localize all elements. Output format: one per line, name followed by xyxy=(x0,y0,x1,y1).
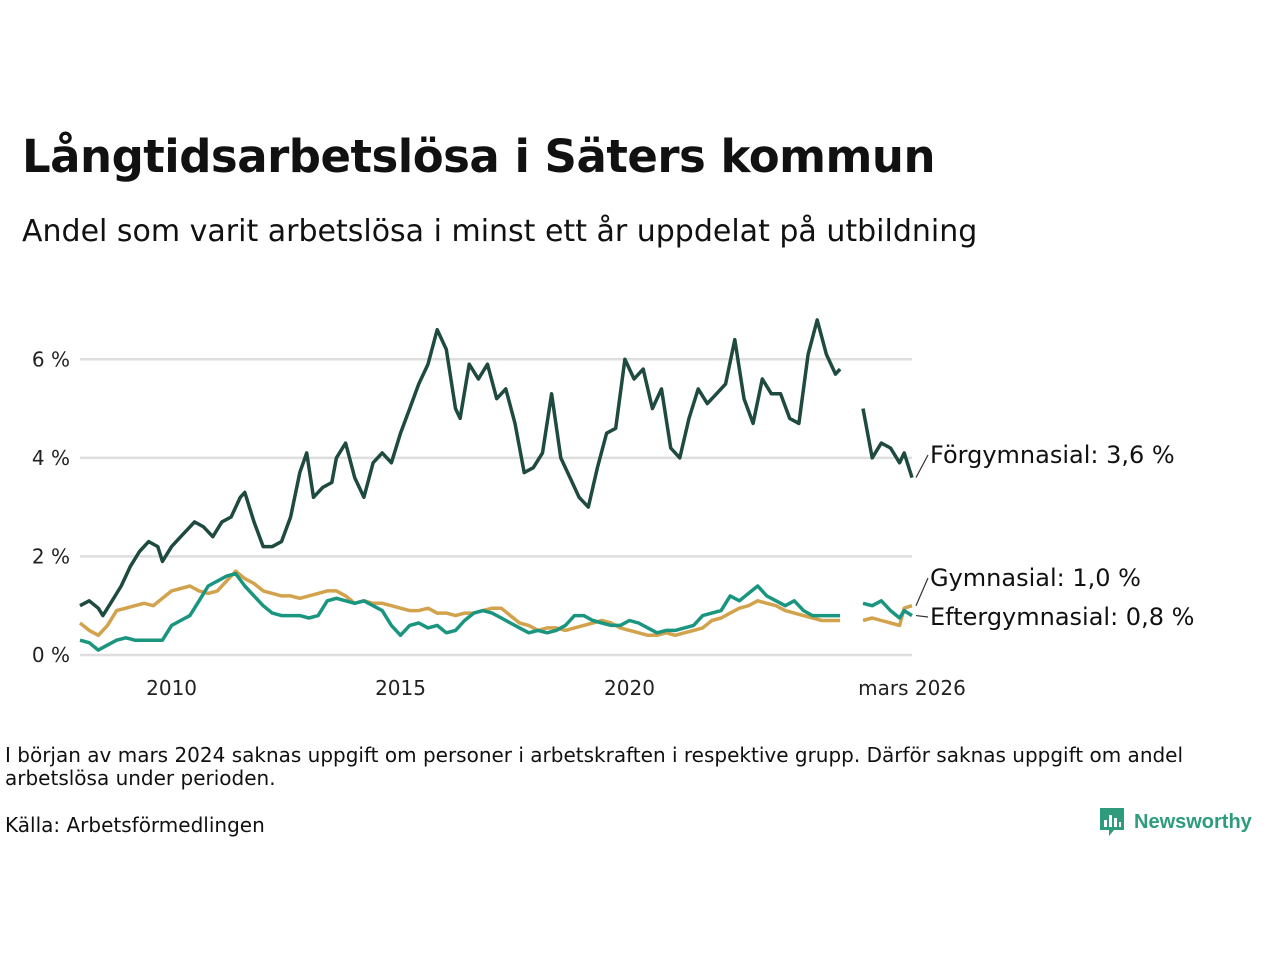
series-end-label-eftergymnasial: Eftergymnasial: 0,8 % xyxy=(930,603,1194,631)
series-line-eftergymnasial xyxy=(79,571,913,652)
x-axis-ticks: 2010 2015 2020 mars 2026 xyxy=(146,676,966,700)
chart-title: Långtidsarbetslösa i Säters kommun xyxy=(22,130,936,183)
series-lines xyxy=(78,318,914,652)
newsworthy-logo-icon xyxy=(1100,808,1124,836)
brand-name: Newsworthy xyxy=(1134,810,1252,833)
y-tick-label: 2 % xyxy=(32,544,70,568)
y-tick-label: 6 % xyxy=(32,347,70,371)
gridlines xyxy=(80,358,912,657)
y-tick-label: 4 % xyxy=(32,446,70,470)
series-end-labels: Förgymnasial: 3,6 % Gymnasial: 1,0 % Efter… xyxy=(915,441,1194,631)
series-end-label-gymnasial: Gymnasial: 1,0 % xyxy=(930,564,1141,592)
line-chart: 0 % 2 % 4 % 6 % 2010 2015 2020 mars 2026 Förgy… xyxy=(32,318,1194,700)
chart-subtitle: Andel som varit arbetslösa i minst ett å… xyxy=(22,214,978,249)
y-tick-label: 0 % xyxy=(32,643,70,667)
y-axis-ticks: 0 % 2 % 4 % 6 % xyxy=(32,347,70,667)
label-connector-gymnasial xyxy=(915,577,929,606)
footnote: I början av mars 2024 saknas uppgift om … xyxy=(5,743,1184,790)
series-end-label-f-rgymnasial: Förgymnasial: 3,6 % xyxy=(930,441,1175,469)
label-connector-eftergymnasial xyxy=(915,614,929,618)
series-line-f-rgymnasial xyxy=(79,318,914,618)
brand-logo[interactable]: Newsworthy xyxy=(1098,806,1252,838)
x-tick-label: mars 2026 xyxy=(858,676,966,700)
x-tick-label: 2020 xyxy=(604,676,655,700)
x-tick-label: 2015 xyxy=(375,676,426,700)
label-connector-f-rgymnasial xyxy=(915,454,929,478)
source-note: Källa: Arbetsförmedlingen xyxy=(5,813,265,837)
series-line-gymnasial xyxy=(78,569,913,638)
x-tick-label: 2010 xyxy=(146,676,197,700)
